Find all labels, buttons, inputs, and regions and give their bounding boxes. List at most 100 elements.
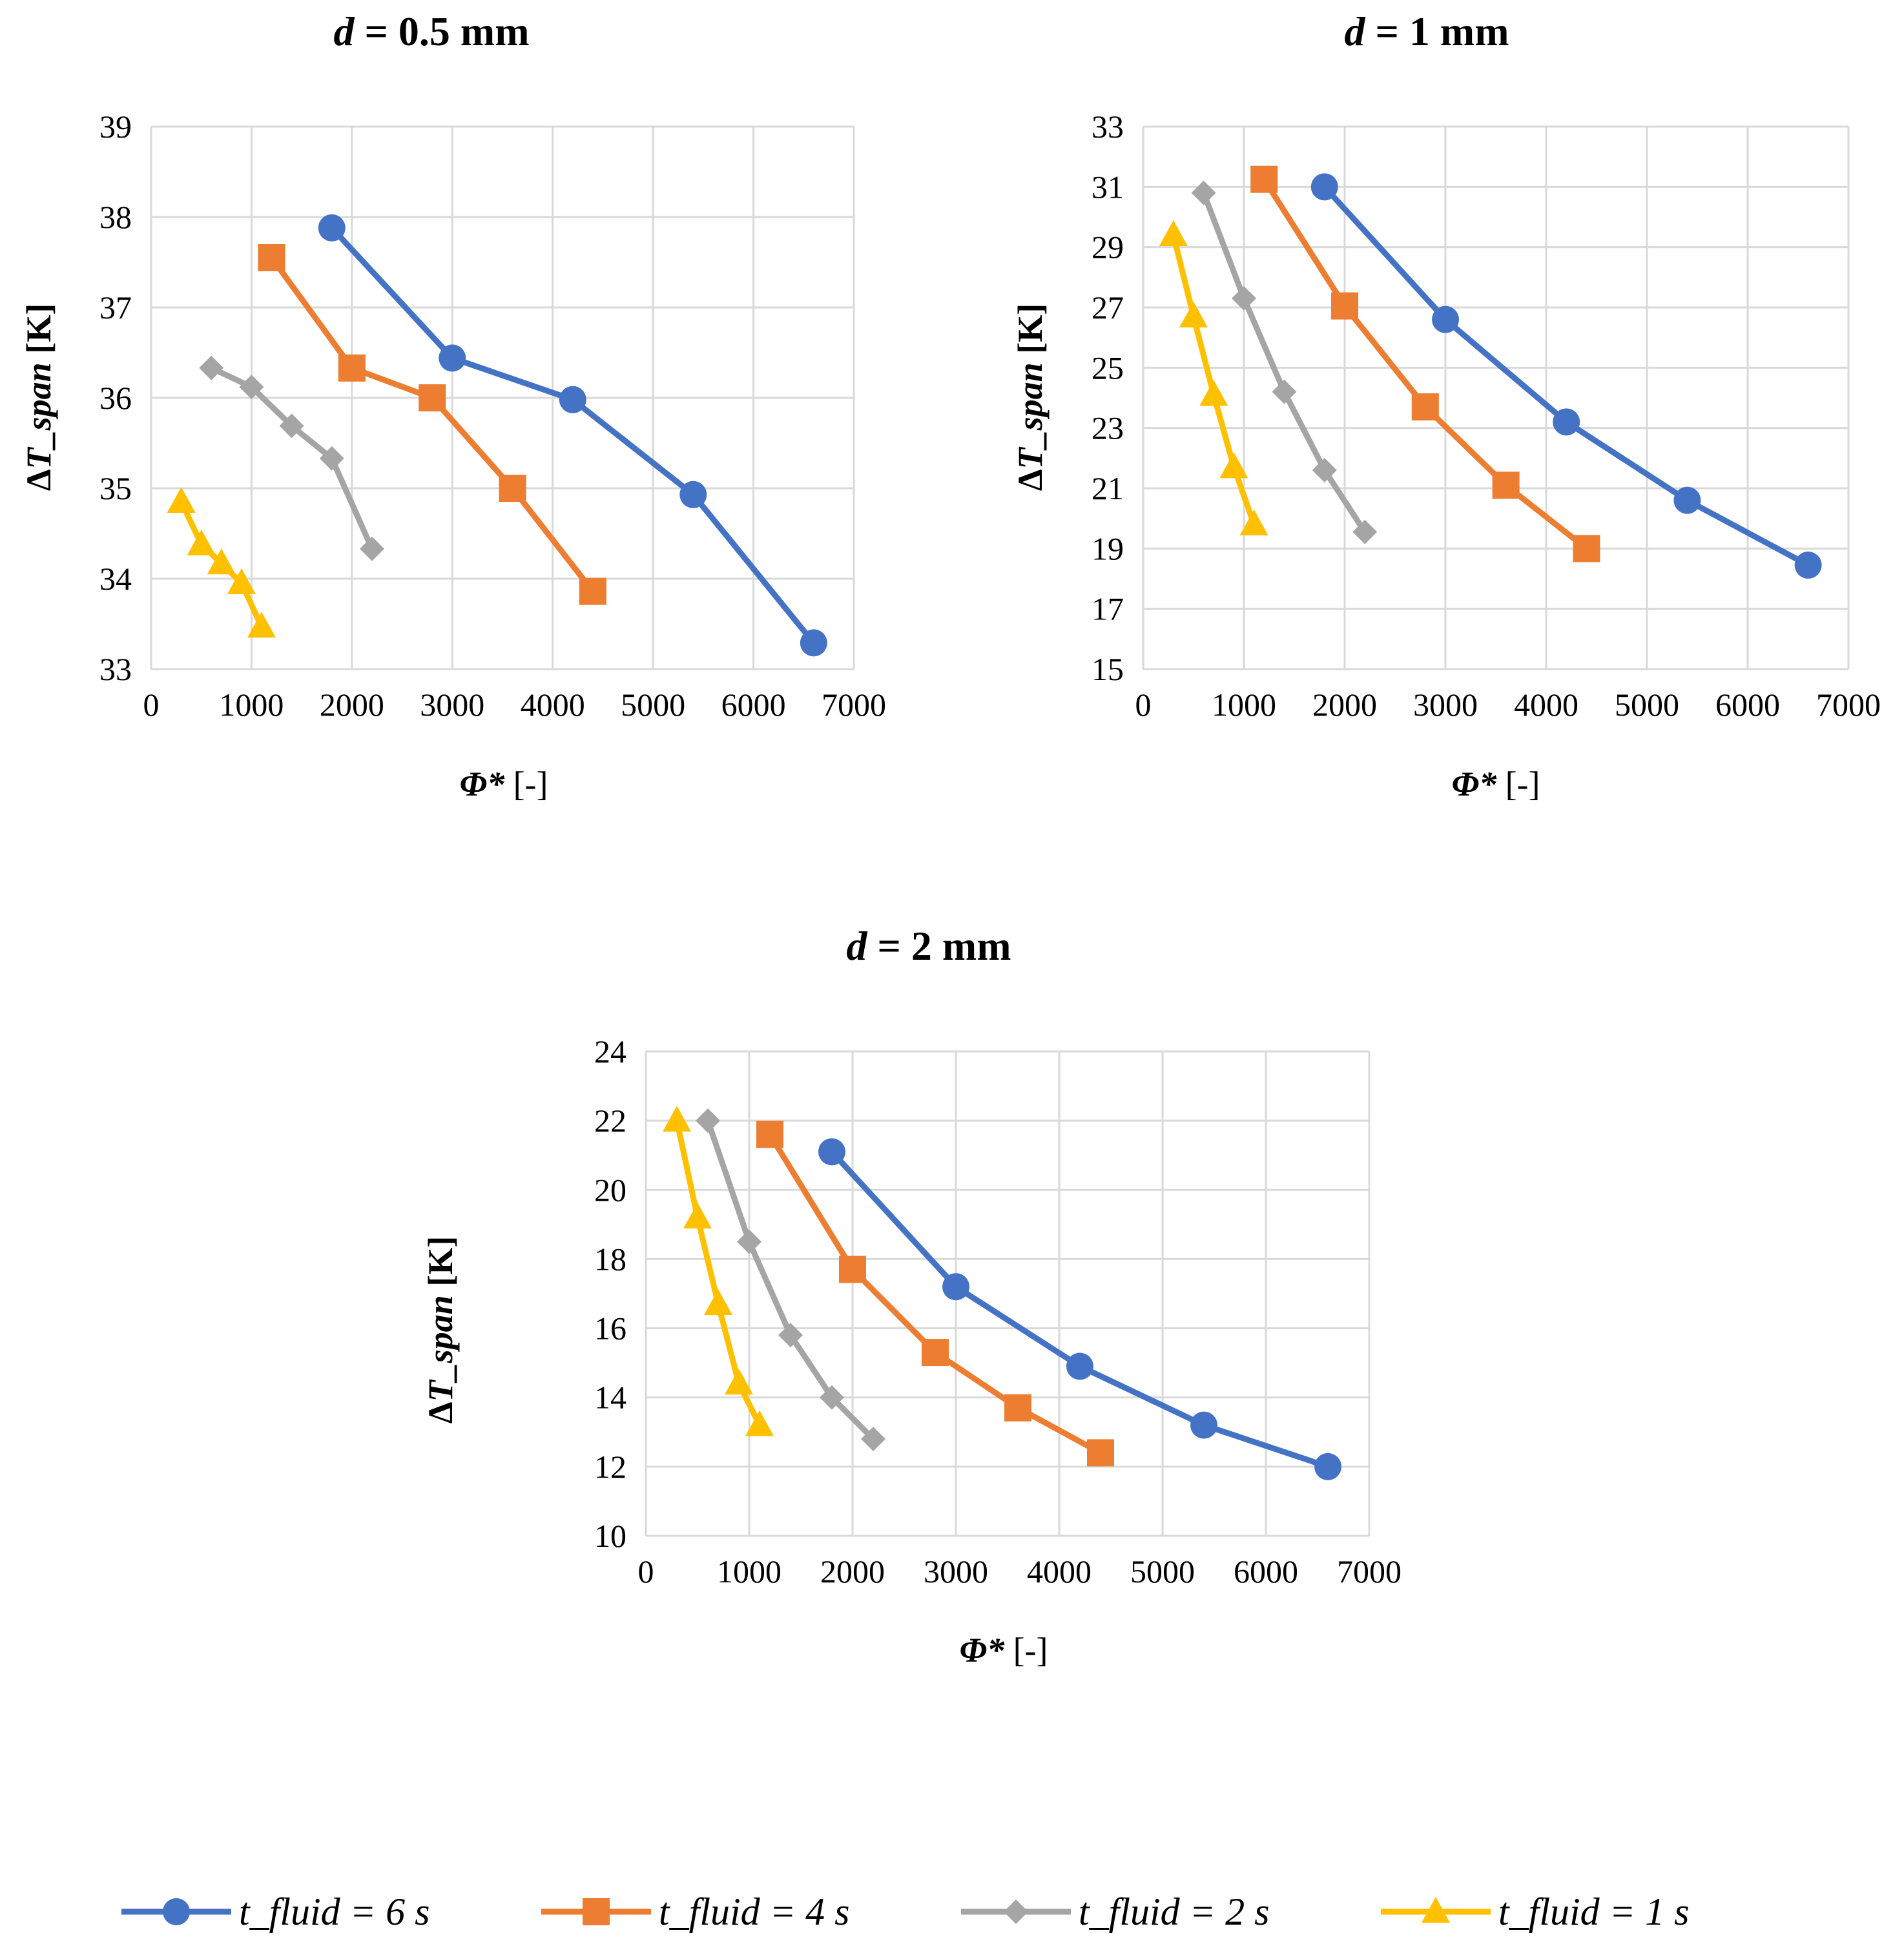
y-axis-title: ΔT_span [K] — [19, 304, 58, 491]
data-point-t4 — [839, 1256, 866, 1283]
x-tick-label: 2000 — [320, 687, 384, 723]
data-point-t4 — [1492, 471, 1520, 499]
data-point-t2 — [696, 1108, 720, 1133]
y-tick-label: 31 — [1092, 169, 1124, 205]
data-point-t6 — [1432, 305, 1459, 333]
series-line-t6 — [329, 225, 817, 646]
legend-marker-t1 — [1422, 1897, 1450, 1923]
y-tick-label: 33 — [1092, 109, 1124, 145]
legend-label-t2: t_fluid = 2 s — [1079, 1890, 1270, 1933]
data-point-t6 — [318, 214, 346, 242]
x-tick-label: 5000 — [1615, 687, 1679, 723]
y-tick-label: 27 — [1092, 289, 1124, 326]
data-point-t1 — [745, 1410, 774, 1436]
data-point-t1 — [187, 529, 216, 555]
x-tick-label: 7000 — [1337, 1553, 1402, 1589]
series-line-t1 — [674, 1117, 763, 1429]
y-tick-label: 24 — [594, 1033, 626, 1070]
chart-title-var: d — [846, 923, 867, 969]
x-tick-label: 1000 — [717, 1553, 781, 1589]
data-point-t4 — [579, 577, 606, 605]
data-point-t4 — [1004, 1394, 1031, 1422]
chart-title: d = 0.5 mm — [333, 8, 529, 54]
data-point-t4 — [258, 244, 285, 271]
series-line-t2 — [1201, 190, 1368, 535]
data-point-t1 — [227, 568, 256, 594]
y-tick-label: 35 — [99, 470, 132, 506]
data-point-t1 — [663, 1106, 691, 1132]
data-point-t2 — [1312, 458, 1337, 482]
y-axis-title-rest: [K] — [1011, 304, 1050, 362]
data-point-t1 — [1219, 452, 1248, 479]
data-point-t1 — [683, 1203, 712, 1229]
x-tick-label: 0 — [638, 1553, 654, 1589]
data-point-t2 — [1352, 519, 1378, 544]
data-point-t4 — [1411, 393, 1439, 420]
data-point-t6 — [1553, 408, 1580, 436]
data-point-t4 — [419, 384, 446, 411]
x-tick-label: 7000 — [822, 687, 886, 723]
chart-title-var: d — [333, 8, 355, 54]
data-point-t6 — [1794, 552, 1822, 579]
y-tick-label: 18 — [594, 1241, 626, 1277]
y-axis-title-prefix: Δ — [1011, 469, 1050, 491]
chart-title: d = 2 mm — [846, 923, 1011, 969]
series-line-t4 — [1261, 176, 1589, 552]
data-point-t2 — [1232, 286, 1256, 311]
y-tick-label: 38 — [99, 199, 132, 235]
y-axis-title-var: T_span — [1011, 362, 1050, 469]
data-point-t1 — [167, 487, 196, 513]
chart-d-0-5mm: d = 0.5 mm 0 1000 2000 3000 4000 5000 6000 7000… — [19, 8, 886, 803]
y-axis-title: ΔT_span [K] — [1011, 304, 1050, 491]
data-point-t6 — [1310, 173, 1338, 201]
data-point-t4 — [1250, 165, 1278, 193]
data-point-t6 — [559, 386, 586, 413]
x-tick-label: 5000 — [621, 687, 685, 723]
y-tick-label: 39 — [99, 109, 132, 145]
data-point-t2 — [359, 536, 384, 561]
data-point-t6 — [800, 629, 827, 657]
data-point-t1 — [725, 1369, 753, 1395]
y-axis-title-rest: [K] — [19, 304, 58, 362]
x-tick-label: 2000 — [820, 1553, 885, 1589]
data-point-t1 — [1239, 510, 1268, 535]
data-point-t2 — [820, 1385, 844, 1410]
x-tick-label: 3000 — [1413, 687, 1478, 723]
data-point-t4 — [499, 475, 526, 502]
y-tick-label: 20 — [594, 1172, 626, 1208]
x-axis-title: Φ* [-] — [1451, 765, 1540, 803]
data-point-t1 — [704, 1289, 732, 1316]
data-point-t2 — [1272, 379, 1297, 404]
data-point-t4 — [1087, 1439, 1114, 1467]
x-axis-title-var: Φ* — [959, 1631, 1005, 1670]
y-axis-title-var: T_span — [19, 362, 58, 469]
x-tick-label: 1000 — [1212, 687, 1276, 723]
plot-area: 0 1000 2000 3000 4000 5000 6000 7000 10 12 14 16 18 2… — [594, 1033, 1402, 1589]
plot-area: 0 1000 2000 3000 4000 5000 6000 7000 15 17 19 21 23 2… — [1092, 109, 1881, 723]
y-tick-label: 16 — [594, 1310, 626, 1347]
y-axis-title-var: T_span — [421, 1295, 460, 1402]
data-point-t6 — [1673, 486, 1701, 514]
data-point-t6 — [1314, 1453, 1341, 1480]
data-point-t1 — [207, 548, 236, 575]
plot-area: 0 1000 2000 3000 4000 5000 6000 7000 33 34 35 36 37 3… — [99, 109, 886, 723]
chart-title: d = 1 mm — [1344, 8, 1509, 54]
data-point-t4 — [1573, 535, 1600, 563]
x-axis-title: Φ* [-] — [959, 1631, 1048, 1670]
data-point-t4 — [338, 354, 366, 382]
x-axis-title-rest: [-] — [1496, 765, 1540, 803]
data-point-t2 — [778, 1323, 803, 1348]
data-point-t4 — [756, 1121, 783, 1148]
y-tick-label: 12 — [594, 1449, 626, 1485]
x-tick-label: 7000 — [1816, 687, 1881, 723]
data-point-t6 — [942, 1273, 969, 1301]
data-point-t2 — [239, 375, 264, 400]
x-tick-label: 6000 — [1715, 687, 1780, 723]
series-line-t1 — [1170, 232, 1257, 528]
x-axis-title-var: Φ* — [459, 765, 505, 803]
y-tick-label: 36 — [99, 380, 132, 416]
legend-label-t4: t_fluid = 4 s — [659, 1890, 850, 1933]
x-tick-label: 6000 — [1234, 1553, 1298, 1589]
series-line-t4 — [767, 1132, 1104, 1456]
